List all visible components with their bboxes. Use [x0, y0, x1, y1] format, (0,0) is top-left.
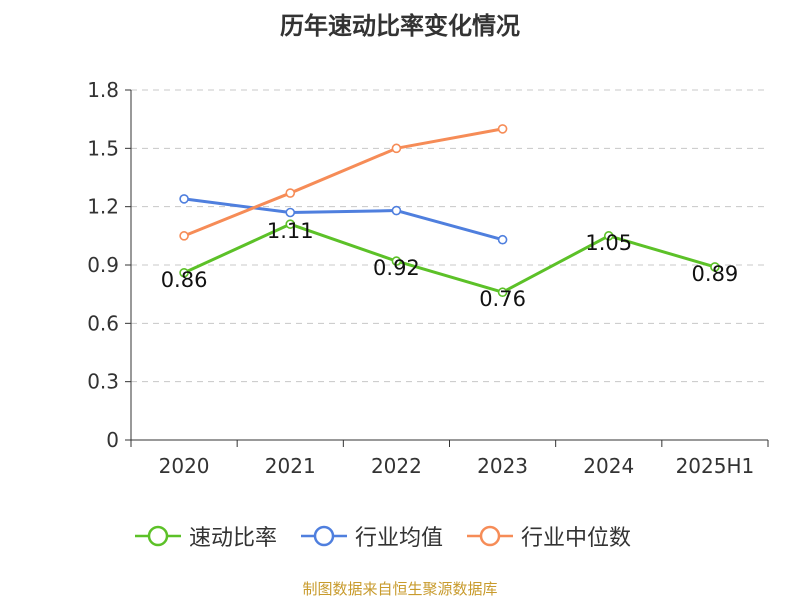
- x-tick-label: 2021: [265, 454, 316, 478]
- x-tick-label: 2023: [477, 454, 528, 478]
- series-2-point: [391, 205, 402, 216]
- legend-item-1[interactable]: 速动比率: [133, 520, 277, 552]
- series-1-point: [710, 262, 720, 272]
- series-1-point: [497, 287, 508, 298]
- legend-swatch: [301, 525, 348, 547]
- series-line-1: [183, 222, 716, 294]
- y-tick-label: 0.3: [87, 370, 119, 394]
- y-tick-label: 0: [106, 428, 119, 452]
- series-1-point: [179, 267, 189, 278]
- y-tick-label: 1.5: [87, 136, 119, 160]
- series-3-point: [179, 231, 189, 241]
- series-2-point: [497, 234, 508, 245]
- data-label: 0.89: [692, 262, 739, 286]
- x-tick-label: 2025H1: [676, 454, 755, 478]
- source-note: 制图数据来自恒生聚源数据库: [302, 580, 498, 598]
- series-line-3: [183, 127, 503, 238]
- y-tick-label: 1.2: [87, 195, 119, 219]
- series-3-point: [391, 143, 402, 154]
- series-3-point: [285, 188, 296, 198]
- x-tick-label: 2020: [159, 454, 210, 478]
- data-label: 0.76: [479, 287, 526, 311]
- series-1-point: [285, 219, 296, 229]
- legend-swatch: [467, 525, 514, 547]
- data-label: 1.11: [267, 219, 314, 243]
- legend-swatch: [135, 525, 181, 547]
- legend-label: 行业均值: [355, 526, 444, 551]
- y-tick-label: 1.8: [87, 78, 119, 102]
- series-2-point: [179, 194, 189, 204]
- chart-title: 历年速动比率变化情况: [280, 12, 520, 40]
- y-tick-label: 0.6: [87, 311, 119, 335]
- series-line-2: [183, 197, 503, 242]
- data-label: 0.86: [161, 268, 208, 292]
- series-1-point: [391, 256, 402, 266]
- x-tick-label: 2022: [371, 454, 422, 478]
- series-3-point: [497, 124, 508, 134]
- legend-label: 速动比率: [189, 526, 278, 551]
- series-2-point: [285, 207, 296, 218]
- data-label: 1.05: [585, 231, 632, 255]
- x-tick-label: 2024: [583, 454, 634, 478]
- y-tick-label: 0.9: [87, 253, 119, 277]
- series-1-point: [603, 231, 614, 241]
- chart-legend: 速动比率 行业均值 行业中位数: [133, 520, 653, 552]
- legend-label: 行业中位数: [521, 526, 632, 551]
- data-label: 0.92: [373, 256, 420, 280]
- legend-item-2[interactable]: 行业均值: [299, 520, 443, 552]
- legend-item-3[interactable]: 行业中位数: [465, 520, 631, 552]
